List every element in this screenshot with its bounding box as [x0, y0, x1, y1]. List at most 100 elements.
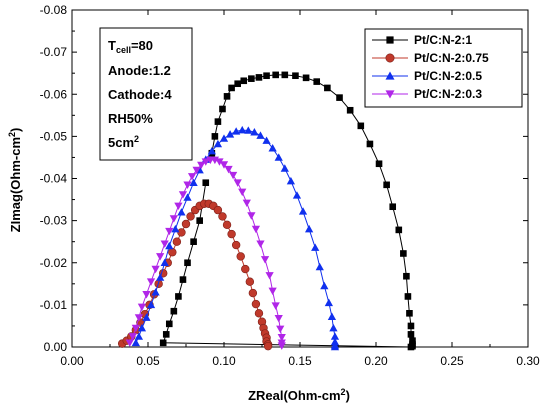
data-point [192, 166, 201, 175]
data-point [146, 278, 156, 286]
data-point [177, 208, 186, 216]
data-point [324, 84, 331, 92]
area-superscript: 2 [134, 134, 139, 144]
data-point [292, 191, 302, 199]
data-point [304, 224, 314, 233]
y-axis-title-sup: 2 [7, 132, 17, 137]
y-tick-label: 0.00 [44, 340, 68, 354]
legend-marker [385, 90, 395, 99]
data-point [404, 293, 412, 300]
y-tick-label: -0.02 [40, 256, 68, 270]
y-tick-label: -0.03 [40, 214, 68, 228]
y-axis-title: ZImag(Ohm-cm2) [7, 128, 23, 233]
temperature-label: T [108, 38, 116, 53]
x-tick-label: 0.10 [212, 354, 236, 368]
data-point [197, 161, 206, 170]
conditions-box-frame [99, 27, 193, 161]
y-tick-label: -0.07 [40, 45, 68, 59]
data-point [403, 272, 410, 280]
data-point [236, 252, 245, 261]
conditions-cathode: Cathode:4 [108, 87, 172, 102]
y-axis-title-tail: ) [8, 128, 23, 132]
data-point [400, 250, 407, 257]
data-point [240, 77, 248, 85]
data-point [247, 212, 256, 220]
data-point [255, 74, 263, 81]
data-point [125, 339, 134, 347]
data-point [219, 134, 229, 142]
data-point [277, 334, 286, 342]
data-point [183, 181, 192, 189]
data-point [172, 237, 182, 246]
data-point [274, 315, 283, 323]
data-point [311, 243, 320, 251]
data-point [175, 293, 182, 300]
data-point [320, 281, 329, 290]
data-point [260, 256, 270, 264]
data-point [187, 173, 197, 181]
data-point [179, 276, 187, 283]
data-point [156, 273, 165, 281]
x-tick-label: 0.15 [288, 354, 312, 368]
data-point [263, 341, 273, 351]
data-point [134, 314, 144, 322]
legend-label: Pt/C:N-2:1 [414, 33, 472, 47]
data-point [248, 75, 255, 82]
y-tick-label: -0.01 [40, 298, 68, 312]
data-point [281, 71, 289, 79]
data-point [327, 312, 337, 320]
data-point [151, 265, 160, 274]
y-tick-label: -0.04 [40, 172, 68, 186]
data-point [336, 94, 343, 101]
series-line [162, 74, 413, 348]
data-point [268, 287, 277, 296]
data-point [268, 144, 277, 152]
series-line [121, 203, 269, 347]
data-point [213, 139, 223, 148]
data-point [196, 217, 203, 224]
data-point [274, 153, 283, 161]
data-point [315, 262, 324, 271]
series-line [129, 159, 283, 346]
data-point [131, 324, 140, 333]
data-point [231, 240, 241, 250]
y-tick-label: -0.06 [40, 87, 68, 101]
data-point [225, 130, 235, 138]
data-point [215, 158, 224, 166]
data-point [245, 277, 255, 286]
data-point [219, 161, 229, 169]
data-point [292, 72, 299, 80]
series-layer [117, 71, 416, 351]
data-point [169, 215, 178, 223]
data-point [222, 220, 232, 230]
data-point [228, 84, 235, 92]
data-point [160, 240, 169, 248]
data-point [165, 241, 174, 250]
legend-label: Pt/C:N-2:0.5 [414, 69, 482, 83]
data-point [330, 342, 340, 351]
data-point [142, 291, 151, 299]
data-point [251, 225, 261, 234]
data-point [263, 72, 270, 80]
data-point [389, 203, 397, 211]
data-point [228, 171, 238, 180]
series-line [135, 129, 336, 347]
x-tick-label: 0.20 [364, 354, 388, 368]
area-value: 5cm [108, 135, 134, 150]
data-point [251, 299, 261, 309]
data-point [168, 248, 177, 257]
data-point [242, 199, 251, 208]
x-axis-title: ZReal(Ohm-cm2) [248, 387, 350, 403]
data-point [298, 207, 308, 215]
data-point [241, 264, 250, 274]
data-point [262, 136, 271, 144]
y-tick-label: -0.08 [40, 3, 68, 17]
data-point [160, 258, 169, 267]
data-point [128, 333, 137, 341]
data-point [224, 165, 233, 174]
data-point [189, 178, 198, 187]
data-point [407, 331, 415, 338]
conditions-area: 5cm2 [108, 134, 139, 150]
x-tick-label: 0.00 [60, 354, 84, 368]
axis-ticks: 0.00 0.05 0.10 0.15 0.20 0.25 0.30 0.00 -0.01 -0.… [40, 3, 540, 368]
